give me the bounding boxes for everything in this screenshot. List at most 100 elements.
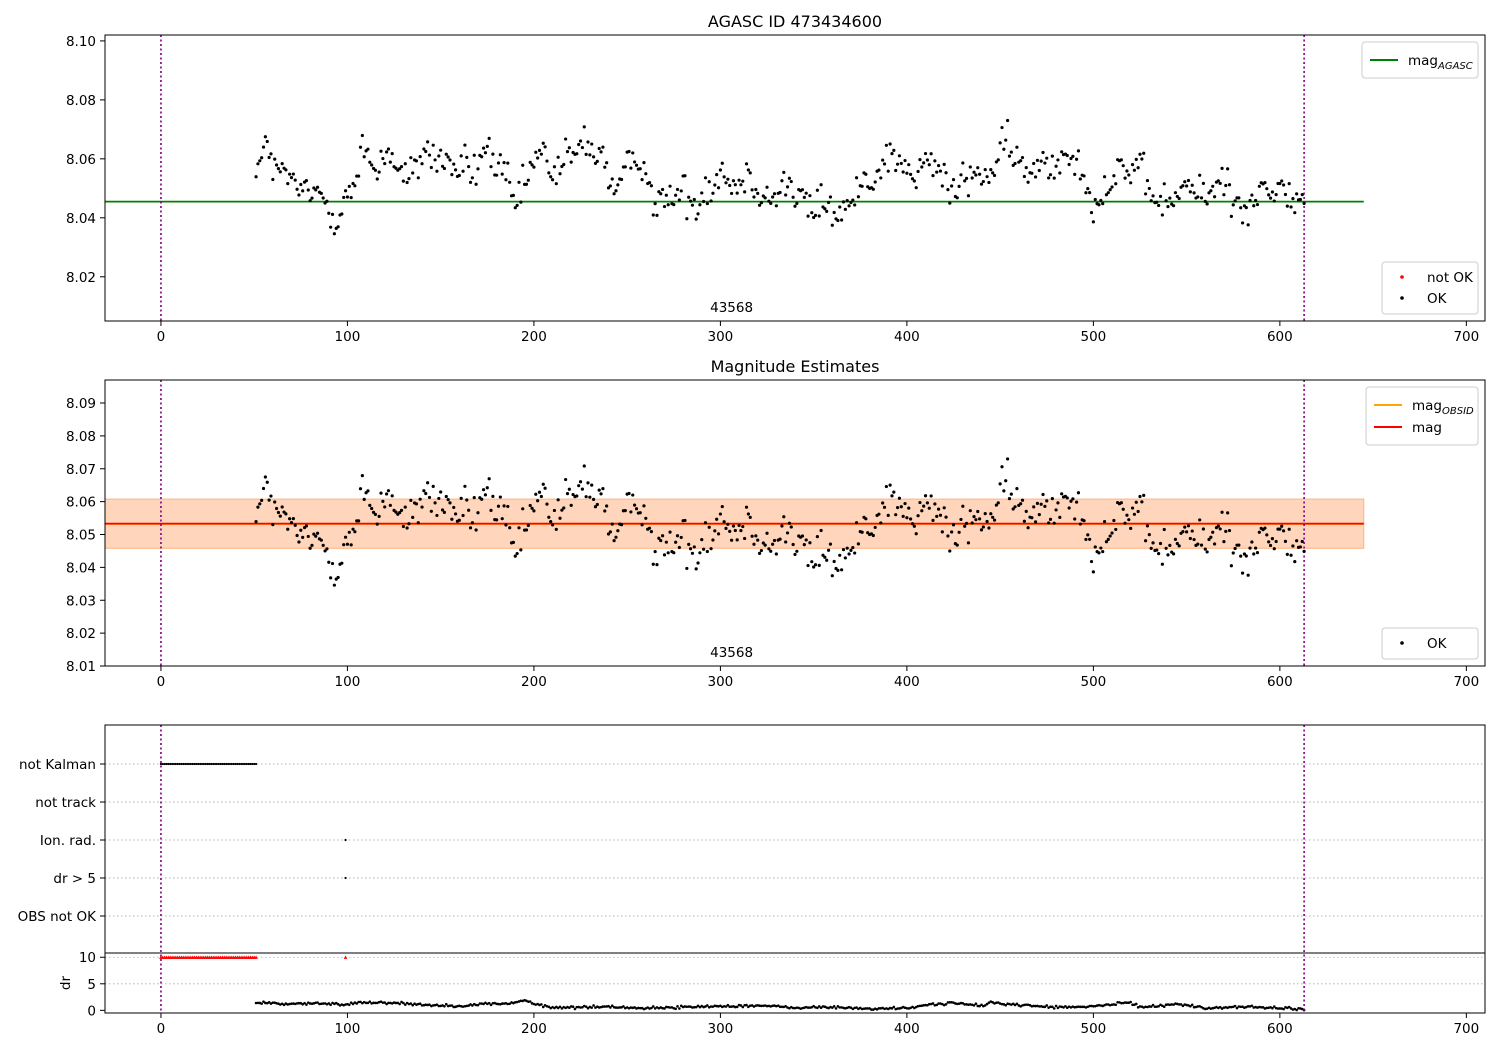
data-point-ok xyxy=(1119,158,1123,162)
data-point-ok xyxy=(1140,157,1144,161)
flag-point xyxy=(212,762,215,766)
data-point-ok xyxy=(1114,527,1118,532)
data-point-ok xyxy=(1166,553,1170,557)
data-point-ok xyxy=(828,542,833,546)
dr-point xyxy=(959,1001,963,1005)
data-point-ok xyxy=(524,182,529,186)
dr-point xyxy=(1114,1003,1118,1007)
data-point-ok xyxy=(549,175,553,179)
data-point-ok xyxy=(343,535,348,539)
flag-point xyxy=(206,762,209,766)
data-point-ok xyxy=(1192,537,1196,542)
data-point-ok xyxy=(1065,496,1069,500)
data-point-ok xyxy=(787,176,792,180)
dr-point xyxy=(547,1005,551,1009)
data-point-ok xyxy=(929,494,933,498)
data-point-ok xyxy=(1285,552,1289,556)
dr-point xyxy=(972,1004,976,1007)
dr-point xyxy=(849,1006,853,1009)
dr-point xyxy=(1054,1004,1058,1008)
dr-point xyxy=(924,1003,927,1007)
legend-label: mag xyxy=(1412,420,1442,436)
data-point-ok xyxy=(597,146,601,151)
data-point-ok xyxy=(675,534,680,538)
data-point-ok xyxy=(498,495,502,499)
data-point-ok xyxy=(890,494,894,498)
data-point-ok xyxy=(882,162,887,166)
flag-point xyxy=(241,762,245,766)
dr-point xyxy=(607,1004,610,1008)
data-point-ok xyxy=(1229,214,1233,218)
data-point-ok xyxy=(892,148,896,152)
dr-point xyxy=(482,1002,485,1006)
data-point-ok xyxy=(1033,520,1038,524)
data-point-ok xyxy=(964,521,969,525)
dr-point xyxy=(271,1001,275,1004)
flag-point xyxy=(193,762,196,766)
y-tick-label: 8.02 xyxy=(66,626,96,642)
data-point-ok xyxy=(843,207,847,211)
data-point-ok xyxy=(504,178,508,182)
data-point-ok xyxy=(763,543,767,547)
data-point-ok xyxy=(662,204,667,209)
data-point-ok xyxy=(1287,527,1291,531)
data-point-ok xyxy=(463,484,467,488)
data-point-ok xyxy=(321,543,325,547)
data-point-ok xyxy=(772,538,777,543)
dr-point xyxy=(864,1007,868,1010)
data-point-ok xyxy=(942,162,946,166)
data-point-ok xyxy=(716,532,721,536)
dr-point xyxy=(366,1001,370,1005)
data-point-ok xyxy=(964,176,969,180)
data-point-ok xyxy=(485,486,489,490)
data-point-ok xyxy=(517,180,521,184)
dr-point xyxy=(282,1003,286,1007)
data-point-ok xyxy=(418,155,422,159)
data-point-ok xyxy=(1121,507,1125,511)
flag-point xyxy=(240,762,243,766)
dr-point xyxy=(1246,1005,1250,1008)
data-point-ok xyxy=(905,171,909,175)
dr-point xyxy=(601,1005,605,1008)
data-point-ok xyxy=(293,523,297,527)
data-point-ok xyxy=(442,510,447,514)
data-point-ok xyxy=(832,210,836,215)
data-point-ok xyxy=(733,528,737,533)
data-point-ok xyxy=(1089,559,1094,564)
data-point-ok xyxy=(1112,518,1116,523)
data-point-ok xyxy=(610,522,614,526)
data-point-ok xyxy=(379,149,383,153)
dr-point xyxy=(1024,1003,1028,1006)
data-point-ok xyxy=(688,199,693,203)
data-point-ok xyxy=(1097,203,1101,207)
data-point-ok xyxy=(832,559,836,564)
data-point-ok xyxy=(347,530,351,534)
data-point-ok xyxy=(513,554,517,558)
data-point-ok xyxy=(489,508,493,512)
flag-point xyxy=(236,762,239,766)
data-point-ok xyxy=(1198,518,1202,522)
flag-point xyxy=(197,762,200,766)
data-point-ok xyxy=(959,517,963,522)
data-point-ok xyxy=(532,165,536,169)
data-point-ok xyxy=(800,534,805,538)
dr-point xyxy=(1189,1004,1192,1008)
data-point-ok xyxy=(1145,524,1150,528)
data-point-ok xyxy=(724,181,728,185)
data-point-ok xyxy=(711,191,715,195)
data-point-ok xyxy=(480,497,484,501)
data-point-ok xyxy=(724,526,728,530)
data-point-ok xyxy=(817,214,821,218)
data-point-ok xyxy=(685,217,689,221)
legend-swatch-dot xyxy=(1400,296,1404,300)
data-point-ok xyxy=(728,183,732,188)
data-point-ok xyxy=(660,534,665,538)
data-point-ok xyxy=(470,521,474,525)
data-point-ok xyxy=(418,497,422,501)
flag-point xyxy=(187,762,191,766)
panel2: 8.01 8.02 8.03 8.04 8.05 8.06 8.07 8.08 8.09 0 100… xyxy=(66,357,1486,690)
data-point-ok xyxy=(577,142,581,147)
data-point-ok xyxy=(1114,182,1118,186)
dr-point xyxy=(980,1003,983,1007)
data-point-ok xyxy=(996,158,1000,162)
